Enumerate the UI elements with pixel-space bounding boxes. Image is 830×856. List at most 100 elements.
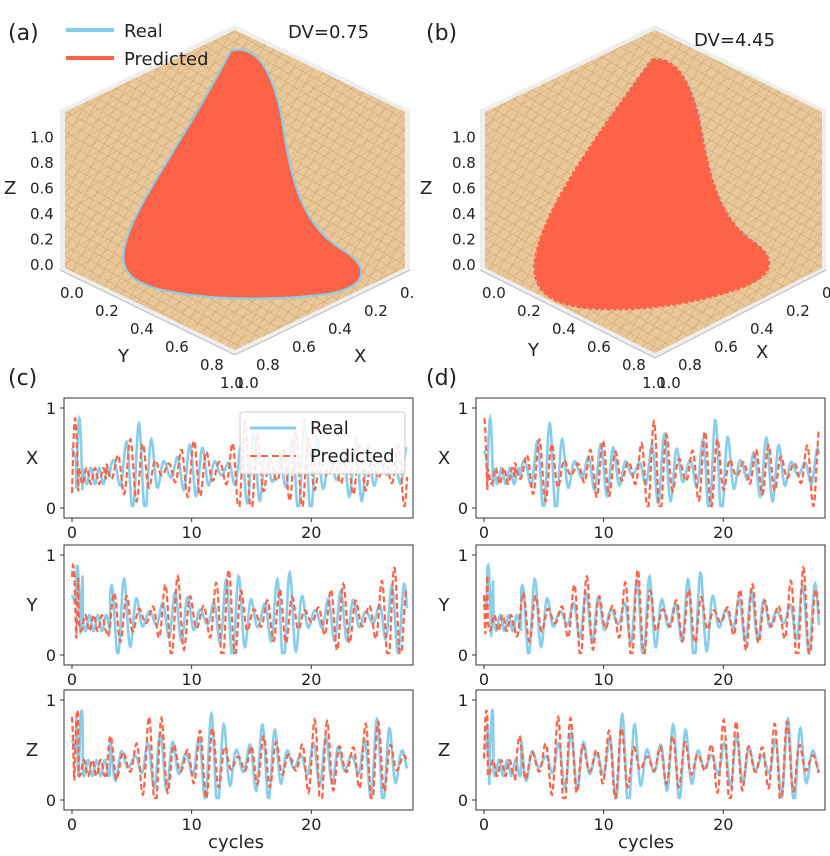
y-tick-label: 0.0 <box>482 284 506 302</box>
x-tick-label: 20 <box>713 670 733 689</box>
x-tick-label: 0 <box>67 523 77 542</box>
x-tick-label: 0.8 <box>256 356 280 374</box>
ts-row-label: Z <box>26 740 38 761</box>
xlabel-d: cycles <box>618 832 674 853</box>
ts-axes-frame <box>63 397 414 519</box>
y-ticks-b: 0.00.20.40.60.81.0 <box>482 284 681 392</box>
panel-c-label: (c) <box>8 366 37 391</box>
x-axis-label-b: X <box>756 342 768 363</box>
y-tick-label: 0 <box>46 646 56 665</box>
y-tick-label: 0.0 <box>60 284 84 302</box>
y-tick-label: 1.0 <box>657 374 681 392</box>
cube-a-axis-lines <box>59 269 411 356</box>
x-ticks-a: 0.0.20.40.60.81.0 <box>220 284 414 392</box>
dv-b: DV=4.45 <box>694 30 775 51</box>
ts-axes-frame <box>63 689 414 811</box>
series-predicted-line <box>482 709 820 800</box>
x-tick-label: 1.0 <box>220 374 244 392</box>
series-predicted-line <box>70 562 408 655</box>
x-tick-label: 20 <box>713 523 733 542</box>
z-tick-label: 0.0 <box>30 256 54 274</box>
x-tick-label: 20 <box>713 815 733 834</box>
z-tick-label: 0.8 <box>30 154 54 172</box>
x-ticks-b: 0.0.20.40.60.81.0 <box>642 284 830 392</box>
z-ticks-b: 0.0 0.2 0.4 0.6 0.8 1.0 <box>452 129 476 275</box>
x-tick-label: 0.6 <box>714 338 738 356</box>
ts-row-label: X <box>438 448 450 469</box>
ts-axes-frame <box>475 689 826 811</box>
x-tick-label: 0.4 <box>750 320 774 338</box>
x-tick-label: 0.6 <box>292 338 316 356</box>
x-tick-label: 0 <box>479 523 489 542</box>
y-tick-label: 1 <box>46 546 56 565</box>
z-tick-label: 0.4 <box>452 205 476 223</box>
x-tick-label: 0 <box>479 815 489 834</box>
x-tick-label: 0 <box>479 670 489 689</box>
y-tick-label: 0 <box>46 791 56 810</box>
ts-axes-frame <box>475 397 826 519</box>
x-tick-label: 0.8 <box>678 356 702 374</box>
panel-b: (b) DV=4.45 Z 0.00.20.40.60.81.0 Y 0.00.… <box>420 21 830 392</box>
x-tick-label: 10 <box>181 523 201 542</box>
z-tick-label: 1.0 <box>452 129 476 147</box>
y-tick-label: 1 <box>458 399 468 418</box>
ts-row-label: Z <box>438 740 450 761</box>
y-tick-label: 1 <box>458 546 468 565</box>
x-tick-label: 0.2 <box>786 302 810 320</box>
x-tick-label: 0 <box>67 815 77 834</box>
y-tick-label: 0 <box>458 791 468 810</box>
ts-row-label: Y <box>438 595 451 616</box>
x-tick-label: 10 <box>593 523 613 542</box>
series-real-line <box>482 413 821 508</box>
y-tick-label: 1 <box>458 691 468 710</box>
z-tick-label: 0.0 <box>452 256 476 274</box>
y-tick-label: 0 <box>458 499 468 518</box>
panel-b-label: (b) <box>426 21 457 46</box>
panel-a-label: (a) <box>8 21 39 46</box>
z-tick-label: 0.6 <box>30 180 54 198</box>
z-tick-label: 0.2 <box>452 231 476 249</box>
y-tick-label: 0.2 <box>95 302 119 320</box>
y-tick-label: 1 <box>46 691 56 710</box>
series-real-line <box>70 564 409 655</box>
z-tick-label: 0.6 <box>452 180 476 198</box>
panel-a: (a) Real Predicted DV=0.75 Z 0.00.20.40.… <box>4 21 414 392</box>
legend-c: Real Predicted <box>239 411 406 475</box>
dv-a: DV=0.75 <box>288 22 369 43</box>
x-tick-label: 0 <box>67 670 77 689</box>
attractor-b-predicted <box>533 58 770 311</box>
y-tick-label: 0.8 <box>200 356 224 374</box>
y-axis-label-b: Y <box>527 340 540 361</box>
x-tick-label: 10 <box>181 815 201 834</box>
legend-c-real-label: Real <box>310 418 349 439</box>
z-tick-label: 0.4 <box>30 205 54 223</box>
z-axis-label-a: Z <box>4 178 16 199</box>
x-tick-label: 20 <box>301 670 321 689</box>
y-tick-label: 0.8 <box>622 356 646 374</box>
xlabel-c: cycles <box>208 832 264 853</box>
x-tick-label: 10 <box>181 670 201 689</box>
y-tick-label: 0 <box>46 499 56 518</box>
series-predicted-line <box>70 706 409 800</box>
ts-axes-frame <box>63 544 414 666</box>
series-predicted-line <box>483 417 821 508</box>
panel-d-label: (d) <box>426 366 457 391</box>
legend-a-predicted-label: Predicted <box>124 49 209 70</box>
y-tick-label: 1.0 <box>235 374 259 392</box>
y-tick-label: 0.6 <box>165 338 189 356</box>
y-axis-label-a: Y <box>117 346 130 367</box>
x-tick-label: 10 <box>593 670 613 689</box>
ts-row-label: X <box>26 448 38 469</box>
z-ticks-a: 0.0 0.2 0.4 0.6 0.8 1.0 <box>30 129 54 275</box>
x-tick-label: 10 <box>593 815 613 834</box>
x-tick-label: 20 <box>301 523 321 542</box>
y-tick-label: 0.2 <box>517 302 541 320</box>
y-tick-label: 0.4 <box>552 320 576 338</box>
y-tick-label: 0 <box>458 646 468 665</box>
attractor-a-predicted <box>124 50 361 298</box>
y-ticks-a: 0.00.20.40.60.81.0 <box>60 284 259 392</box>
y-tick-label: 0.4 <box>130 320 154 338</box>
z-axis-label-b: Z <box>420 178 432 199</box>
